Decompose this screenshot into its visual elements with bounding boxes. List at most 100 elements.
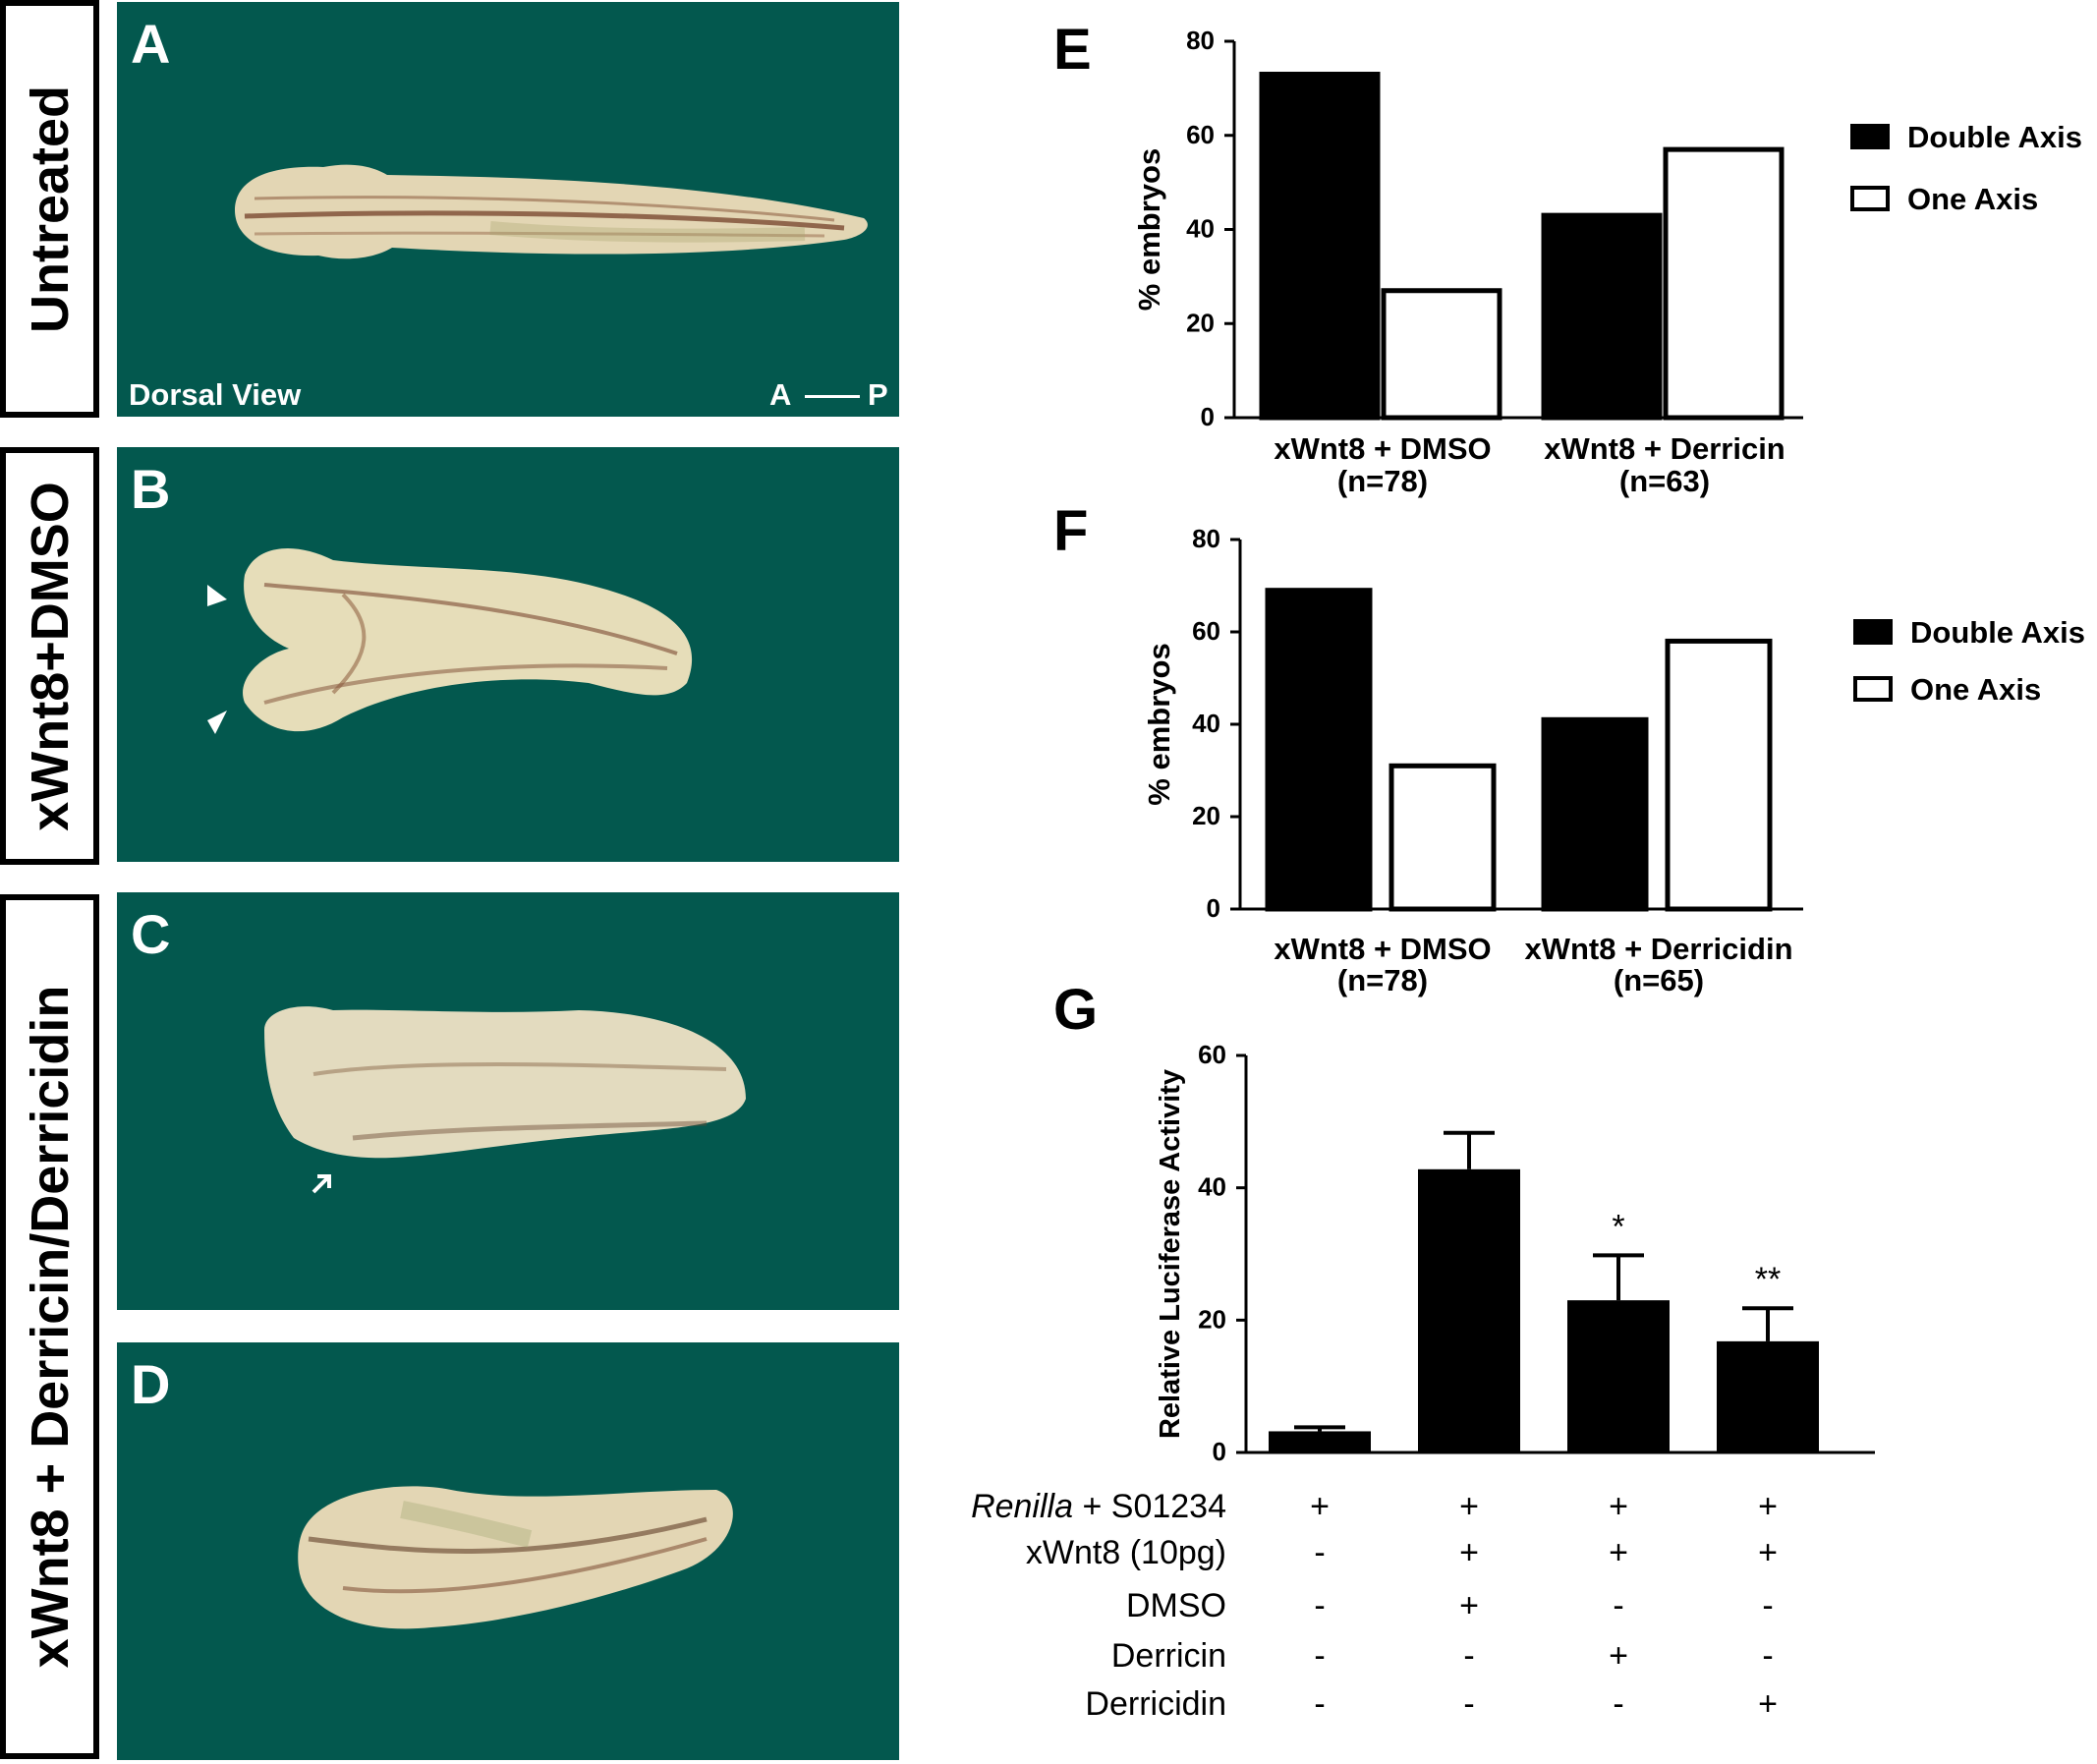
chart-g-sign: + [1758, 1534, 1778, 1571]
chart-g-condition-text: DMSO [1126, 1587, 1226, 1624]
row-label-dmso: xWnt8+DMSO [0, 447, 99, 865]
embryo-a-illustration [235, 164, 868, 259]
row-label-untreated: Untreated [0, 0, 99, 418]
chart-f-bar-one-axis [1389, 763, 1497, 912]
chart-e-ytick-label: 60 [1186, 120, 1215, 149]
chart-f-ytick-label: 0 [1207, 893, 1220, 923]
chart-f-ylabel: % embryos [1142, 643, 1176, 805]
chart-e-category-n: (n=63) [1619, 464, 1710, 498]
chart-g-ytick-label: 40 [1198, 1172, 1226, 1202]
chart-e-ylabel: % embryos [1132, 148, 1166, 311]
embryo-b-illustration [243, 548, 693, 732]
chart-f-ytick-label: 80 [1192, 524, 1220, 553]
chart-g-sign: - [1762, 1587, 1773, 1624]
panel-b-image: B [117, 447, 899, 862]
chart-e-legend-label: Double Axis [1907, 120, 2082, 154]
chart-g-sign: - [1762, 1637, 1773, 1675]
chart-g-ytick-label: 20 [1198, 1304, 1226, 1334]
chart-g-sign: + [1459, 1534, 1479, 1571]
dorsal-view-caption: Dorsal View [129, 377, 302, 412]
axis-line [805, 395, 860, 398]
chart-g-ylabel: Relative Luciferase Activity [1155, 1069, 1186, 1439]
arrowhead-top-icon [207, 585, 227, 606]
chart-f-category-n: (n=78) [1337, 963, 1428, 997]
chart-e-ytick-label: 40 [1186, 214, 1215, 244]
chart-f-ytick-label: 40 [1192, 709, 1220, 738]
chart-e-legend-swatch [1850, 124, 1890, 149]
arrow-marker [312, 1174, 331, 1194]
chart-g-condition-text: + S01234 [1073, 1488, 1226, 1525]
chart-e-legend-swatch [1850, 186, 1890, 211]
chart-e-bar-double-axis [1541, 212, 1663, 421]
panel-d-image: D [117, 1342, 899, 1760]
chart-g-sign: - [1463, 1637, 1474, 1675]
arrowhead-markers [207, 585, 227, 734]
arrow-icon [312, 1174, 331, 1194]
chart-e-ytick-label: 0 [1201, 402, 1215, 431]
chart-g-condition-text: xWnt8 (10pg) [1026, 1534, 1226, 1571]
chart-g-condition-label: Derricidin [1085, 1685, 1226, 1723]
chart-f-legend-label: Double Axis [1910, 615, 2085, 650]
chart-f-bar-one-axis [1665, 638, 1773, 912]
chart-g-bar [1567, 1300, 1670, 1452]
chart-g-bar [1717, 1340, 1819, 1452]
chart-f-legend-swatch [1853, 676, 1893, 702]
chart-e-category-n: (n=78) [1337, 464, 1428, 498]
chart-g-letter: G [1053, 978, 1098, 1042]
chart-g-condition-label: DMSO [1126, 1587, 1226, 1624]
chart-g-sign: + [1310, 1488, 1330, 1525]
chart-e-bar-one-axis [1381, 288, 1502, 421]
embryo-d-illustration [298, 1486, 733, 1629]
chart-g-sign: - [1314, 1534, 1325, 1571]
chart-g-sign: - [1314, 1587, 1325, 1624]
chart-g-ytick-label: 60 [1198, 1040, 1226, 1069]
chart-g-condition-label: xWnt8 (10pg) [1026, 1534, 1226, 1571]
chart-g-sign: - [1613, 1587, 1623, 1624]
axis-start-label: A [769, 377, 792, 412]
chart-g-sign: - [1463, 1685, 1474, 1723]
chart-g-bar [1418, 1168, 1520, 1452]
axis-end-label: P [868, 377, 888, 412]
panel-b-letter: B [131, 458, 171, 520]
chart-g-ytick-label: 0 [1213, 1437, 1226, 1466]
chart-g-sign: - [1613, 1685, 1623, 1723]
chart-f-legend-label: One Axis [1910, 672, 2041, 707]
chart-g-condition-italic: Renilla [971, 1488, 1073, 1525]
chart-g-sign: + [1459, 1587, 1479, 1624]
chart-e-category-label: xWnt8 + DMSO [1274, 431, 1491, 466]
chart-g-sign: + [1609, 1488, 1628, 1525]
chart-f-category-label: xWnt8 + DMSO [1274, 932, 1491, 966]
chart-g-sign: + [1609, 1637, 1628, 1675]
chart-g-condition-label: Derricin [1111, 1637, 1226, 1675]
row-label-derricin: xWnt8 + Derricin/Derricidin [0, 894, 99, 1759]
chart-e-ytick-label: 20 [1186, 308, 1215, 337]
chart-f-category-label: xWnt8 + Derricidin [1524, 932, 1792, 966]
chart-e-category-label: xWnt8 + Derricin [1544, 431, 1785, 466]
chart-f-bar-double-axis [1265, 588, 1373, 912]
chart-g-sign: + [1609, 1534, 1628, 1571]
panel-a-image: A Dorsal View A P [117, 2, 899, 417]
panel-c-image: C [117, 892, 899, 1310]
chart-f-legend-swatch [1853, 619, 1893, 645]
chart-e-bar-one-axis [1663, 146, 1785, 421]
chart-g-sign: - [1314, 1685, 1325, 1723]
arrowhead-bottom-icon [207, 711, 227, 734]
embryo-c-illustration [264, 1006, 746, 1159]
chart-g-condition-label: Renilla + S01234 [971, 1488, 1226, 1525]
chart-g-sign: + [1758, 1685, 1778, 1723]
chart-f-ytick-label: 60 [1192, 616, 1220, 646]
chart-e-legend-label: One Axis [1907, 182, 2038, 216]
chart-g-sign: + [1758, 1488, 1778, 1525]
chart-g-condition-text: Derricin [1111, 1637, 1226, 1675]
chart-g-sign: + [1459, 1488, 1479, 1525]
chart-f-bar-double-axis [1541, 716, 1649, 912]
chart-g-sign: - [1314, 1637, 1325, 1675]
chart-f-letter: F [1053, 499, 1088, 563]
chart-f-ytick-label: 20 [1192, 801, 1220, 830]
chart-g-bar [1269, 1431, 1371, 1452]
chart-e-ytick-label: 80 [1186, 26, 1215, 55]
chart-g-significance: * [1612, 1208, 1624, 1245]
chart-f-category-n: (n=65) [1614, 963, 1704, 997]
chart-g-significance: ** [1755, 1261, 1781, 1298]
